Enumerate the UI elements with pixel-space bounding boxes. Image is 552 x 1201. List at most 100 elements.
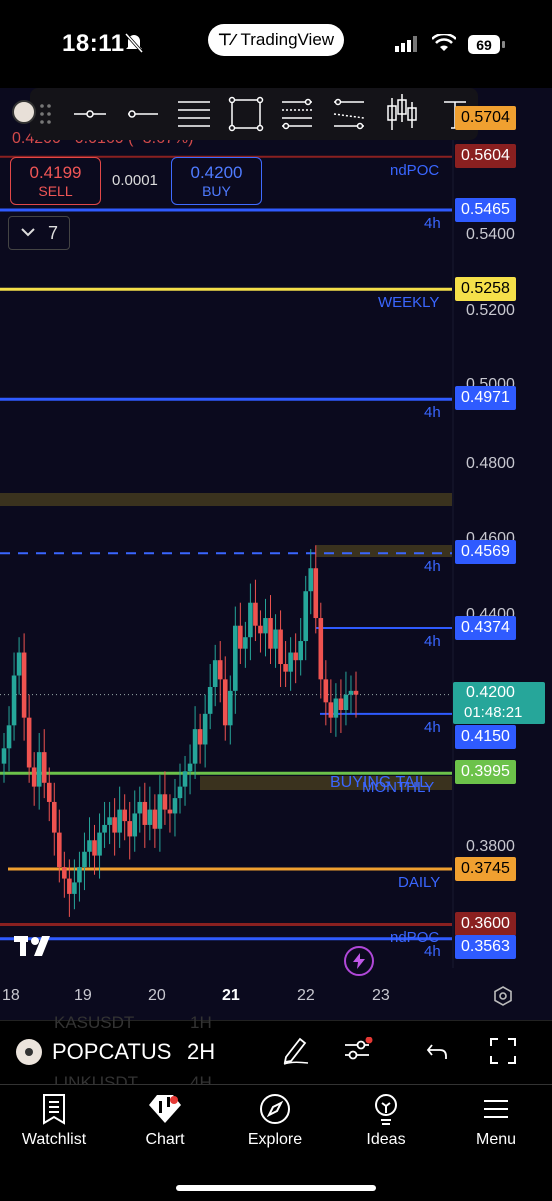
tab-explore[interactable]: Explore	[225, 1093, 325, 1149]
indicator-collapse-button[interactable]: 7	[8, 216, 70, 250]
sell-price: 0.4199	[29, 163, 82, 182]
undo-icon[interactable]	[426, 1041, 448, 1066]
candle-body-12	[62, 867, 67, 879]
candle-body-17	[87, 840, 92, 852]
price-label-11: 0.3563	[455, 935, 516, 959]
price-label-2: 0.5465	[455, 198, 516, 222]
buy-button[interactable]: 0.4200 BUY	[171, 157, 262, 205]
candle-body-63	[318, 618, 324, 680]
price-label-6: 0.4374	[455, 616, 516, 640]
candle-body-1	[6, 725, 12, 749]
buying-tail-zone	[200, 776, 452, 790]
horizontal-lines-icon[interactable]	[178, 101, 210, 127]
ray-icon[interactable]	[128, 110, 158, 118]
price-label-8: 0.3995	[455, 760, 516, 784]
lightning-icon[interactable]	[344, 946, 374, 976]
sell-button[interactable]: 0.4199 SELL	[10, 157, 101, 205]
level-text-4h-4971: 4h	[424, 404, 441, 421]
ideas-icon	[375, 1094, 397, 1125]
candle-body-44	[222, 679, 228, 726]
level-text-buying-tail: BUYING TAIL	[330, 774, 429, 791]
chevron-down-icon	[20, 224, 36, 242]
tab-ideas[interactable]: Ideas	[336, 1093, 436, 1149]
candle-body-26	[132, 813, 138, 837]
long-short-position-icon[interactable]	[387, 94, 417, 130]
level-text-daily: DAILY	[398, 874, 441, 891]
level-text-monthly: MONTHLY	[362, 779, 435, 796]
price-label-1: 0.5604	[455, 144, 516, 168]
candle-body-5	[26, 717, 32, 768]
chart-bottom-toolbar[interactable]: KASUSDT 1H LINKUSDT 4H POPCATUS 2H	[0, 1013, 552, 1092]
tab-menu[interactable]: Menu	[446, 1093, 546, 1149]
ghost-interval-1: 1H	[190, 1013, 212, 1032]
chart-icon	[149, 1095, 181, 1123]
candle-body-59	[298, 641, 303, 661]
level-text-ndpoc-top: ndPOC	[390, 162, 440, 179]
candle-body-30	[152, 809, 158, 829]
price-label-3: 0.5258	[455, 277, 516, 301]
bottom-tab-bar[interactable]: Watchlist Chart Explore Ideas Menu	[0, 1084, 552, 1201]
candle-body-62	[313, 568, 319, 619]
price-tick-3: 0.4800	[466, 455, 515, 472]
parallel-channel-icon[interactable]	[333, 98, 365, 130]
indicators-icon[interactable]	[343, 1036, 373, 1070]
price-tick-0: 0.5400	[466, 226, 515, 243]
candle-body-61	[308, 568, 314, 592]
app-pill[interactable]: ⊤⁄ TradingView	[208, 24, 344, 56]
drawing-toolbar-icons	[40, 94, 466, 132]
candle-body-31	[157, 794, 163, 829]
symbol-selector[interactable]: POPCATUS	[52, 1039, 172, 1064]
candle-body-7	[36, 752, 42, 787]
candle-body-20	[102, 824, 107, 833]
level-text-ndpoc-bottom: ndPOC	[390, 929, 440, 946]
bar-countdown: 01:48:21	[464, 704, 523, 721]
candle-body-36	[182, 771, 188, 787]
interval-selector[interactable]: 2H	[187, 1039, 216, 1064]
candle-body-4	[21, 652, 27, 718]
price-tick-6: 0.3800	[466, 838, 515, 855]
battery-cap	[502, 41, 505, 48]
tab-chart-label: Chart	[145, 1131, 185, 1148]
candle-body-8	[41, 752, 47, 783]
wifi-icon	[431, 32, 457, 57]
price-label-10: 0.3600	[455, 912, 516, 936]
sell-label: SELL	[38, 183, 73, 199]
chart-settings-icon[interactable]	[493, 986, 513, 1011]
candle-body-13	[67, 878, 72, 894]
candle-body-21	[107, 817, 112, 825]
candle-body-0	[1, 748, 7, 764]
fullscreen-icon[interactable]	[489, 1037, 517, 1070]
candle-body-52	[263, 618, 268, 634]
chart-canvas[interactable]	[0, 88, 552, 1020]
level-text-4h-4150: 4h	[424, 719, 441, 736]
drag-handle-icon[interactable]	[40, 104, 51, 124]
level-text-4h-5465: 4h	[424, 215, 441, 232]
candle-body-60	[303, 591, 309, 642]
indicator-count: 7	[47, 222, 58, 243]
candle-body-67	[338, 698, 344, 710]
fib-retracement-icon[interactable]	[282, 98, 312, 130]
drawing-toolbar[interactable]	[30, 88, 478, 140]
horizontal-ray-icon[interactable]	[74, 110, 106, 118]
rectangle-icon[interactable]	[228, 96, 264, 132]
battery-indicator: 69	[468, 35, 500, 54]
tab-chart[interactable]: Chart	[115, 1093, 215, 1149]
candle-body-14	[72, 882, 77, 894]
watchlist-icon	[43, 1094, 65, 1125]
candle-body-56	[283, 664, 288, 672]
candle-body-9	[46, 782, 52, 802]
signal-icon	[395, 36, 419, 57]
tab-watchlist-label: Watchlist	[21, 1131, 87, 1148]
candle-body-41	[207, 687, 213, 714]
buy-price: 0.4200	[190, 163, 243, 182]
candle-body-23	[117, 809, 122, 833]
candle-body-22	[112, 817, 117, 833]
time-tick-4: 22	[297, 987, 315, 1004]
symbol-avatar	[16, 1039, 42, 1065]
time-tick-5: 23	[372, 987, 390, 1004]
candle-body-66	[333, 698, 339, 718]
draw-pencil-icon[interactable]	[282, 1035, 310, 1070]
candle-body-19	[97, 832, 102, 856]
tab-watchlist[interactable]: Watchlist	[4, 1093, 104, 1149]
candle-body-70	[353, 690, 359, 695]
